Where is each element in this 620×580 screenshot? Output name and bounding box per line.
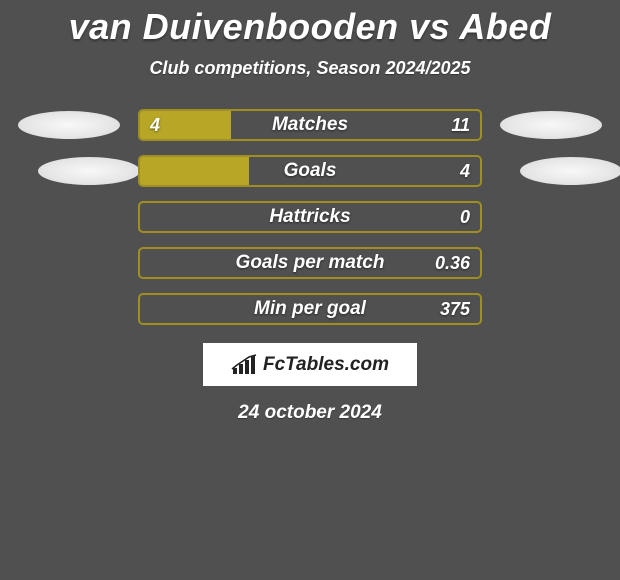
stat-row: 4Matches11 bbox=[0, 109, 620, 141]
stat-value-right: 375 bbox=[440, 299, 470, 320]
stat-bar: Min per goal375 bbox=[138, 293, 482, 325]
stat-label: Goals per match bbox=[140, 252, 480, 274]
stat-row: Goals4 bbox=[0, 155, 620, 187]
comparison-list: 4Matches11Goals4Hattricks0Goals per matc… bbox=[0, 109, 620, 325]
stat-bar: 4Matches11 bbox=[138, 109, 482, 141]
stat-value-right: 0 bbox=[460, 207, 470, 228]
stat-label: Matches bbox=[140, 114, 480, 136]
avatar-left bbox=[18, 111, 120, 139]
stat-bar: Goals4 bbox=[138, 155, 482, 187]
stat-bar: Goals per match0.36 bbox=[138, 247, 482, 279]
branding-badge: FcTables.com bbox=[203, 343, 417, 386]
subtitle: Club competitions, Season 2024/2025 bbox=[0, 58, 620, 79]
avatar-left bbox=[38, 157, 140, 185]
date-text: 24 october 2024 bbox=[0, 402, 620, 424]
avatar-right bbox=[500, 111, 602, 139]
stat-value-right: 0.36 bbox=[435, 253, 470, 274]
chart-icon bbox=[231, 354, 257, 376]
stat-row: Min per goal375 bbox=[0, 293, 620, 325]
stat-value-right: 11 bbox=[451, 115, 470, 136]
stat-row: Goals per match0.36 bbox=[0, 247, 620, 279]
avatar-right bbox=[520, 157, 620, 185]
stat-label: Goals bbox=[140, 160, 480, 182]
stat-label: Hattricks bbox=[140, 206, 480, 228]
stat-bar: Hattricks0 bbox=[138, 201, 482, 233]
stat-row: Hattricks0 bbox=[0, 201, 620, 233]
stat-value-right: 4 bbox=[460, 161, 470, 182]
branding-text: FcTables.com bbox=[263, 354, 389, 376]
stat-label: Min per goal bbox=[140, 298, 480, 320]
page-title: van Duivenbooden vs Abed bbox=[0, 0, 620, 48]
